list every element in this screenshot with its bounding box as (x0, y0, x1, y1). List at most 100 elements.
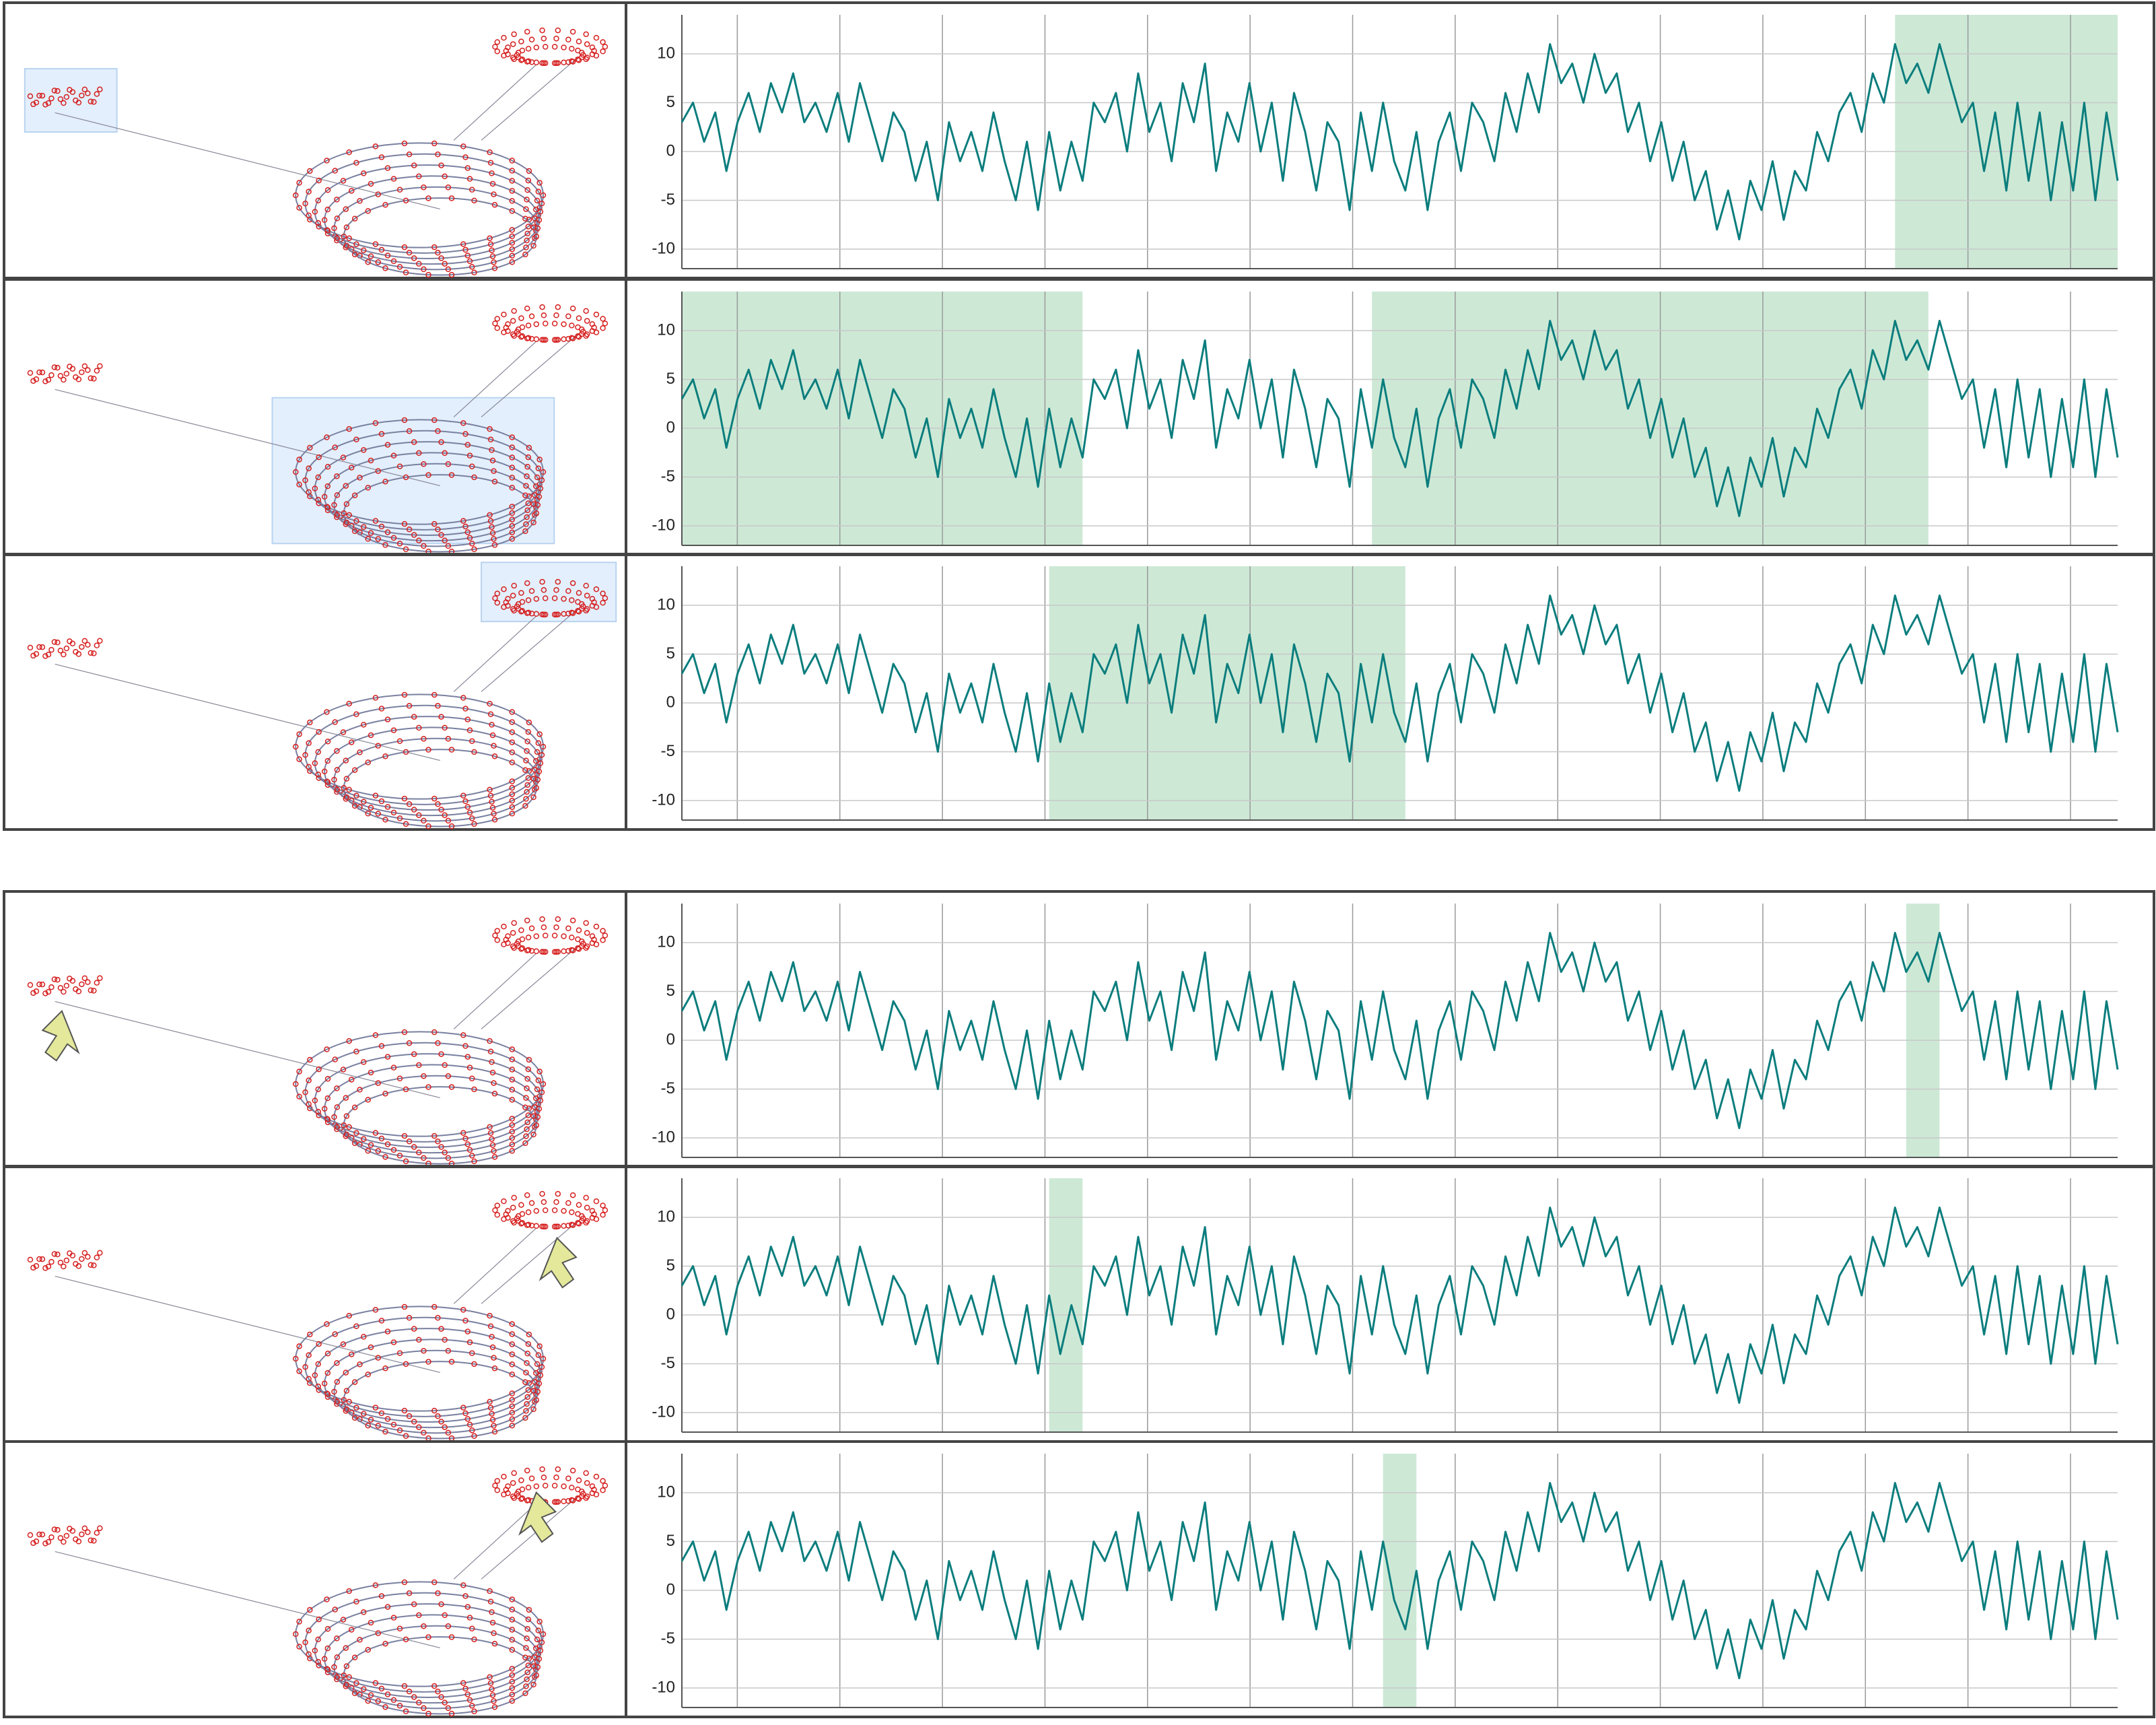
point (584, 593, 590, 599)
point (27, 93, 34, 100)
point (368, 1692, 374, 1698)
point (292, 1081, 299, 1087)
point (416, 1424, 422, 1430)
point (553, 924, 559, 931)
point (487, 512, 493, 518)
point (578, 326, 585, 333)
point (561, 1223, 567, 1229)
point (353, 241, 359, 248)
point (48, 95, 55, 102)
point (528, 925, 535, 932)
point (27, 370, 34, 376)
highlight-region (1906, 904, 1940, 1157)
point (526, 719, 532, 726)
point (487, 711, 494, 717)
point (403, 197, 409, 204)
point (464, 1054, 471, 1060)
point (292, 469, 299, 475)
link (453, 64, 537, 141)
point (578, 938, 585, 945)
point (55, 364, 61, 371)
point (462, 706, 468, 712)
link (481, 609, 578, 692)
point (468, 463, 475, 469)
point (296, 1368, 302, 1374)
point (438, 714, 444, 720)
series-line (681, 932, 2119, 1129)
point (360, 1686, 367, 1692)
point (368, 457, 374, 464)
point (525, 1341, 532, 1347)
point (584, 606, 590, 612)
y-tick-label: 0 (666, 1305, 675, 1323)
point (471, 749, 477, 755)
point (589, 603, 596, 609)
point (565, 1200, 571, 1207)
point (518, 315, 524, 321)
point (45, 376, 52, 383)
point (55, 1251, 61, 1258)
point (511, 582, 517, 589)
point (312, 209, 318, 215)
point (401, 1683, 408, 1689)
point (306, 1352, 312, 1358)
point (530, 224, 536, 230)
point (487, 1588, 493, 1594)
point (492, 595, 498, 601)
point (94, 91, 100, 97)
point (357, 475, 363, 481)
point (509, 1361, 516, 1367)
point (324, 1046, 330, 1052)
point (509, 465, 516, 471)
point (466, 1421, 473, 1428)
point (522, 1140, 528, 1147)
point (382, 265, 388, 271)
point (468, 1625, 475, 1631)
point (487, 1398, 493, 1405)
point (509, 1617, 516, 1623)
point (492, 1483, 498, 1489)
y-tick-label: 0 (666, 1580, 675, 1598)
point (97, 86, 103, 92)
point (561, 596, 567, 602)
point (384, 529, 391, 535)
point (378, 523, 385, 530)
point (509, 178, 516, 184)
point (346, 235, 352, 242)
point (372, 695, 379, 701)
point (331, 1114, 337, 1120)
point (526, 444, 532, 451)
point (30, 101, 36, 108)
point (464, 1604, 471, 1610)
point (509, 434, 515, 440)
point (487, 1598, 494, 1604)
point (42, 990, 48, 996)
point (85, 1529, 91, 1535)
point (69, 89, 76, 95)
point (532, 206, 539, 213)
point (382, 1640, 388, 1647)
point (462, 154, 468, 160)
point (509, 1672, 516, 1679)
loop (314, 716, 541, 811)
point (315, 1108, 321, 1115)
point (51, 1526, 58, 1532)
point (519, 599, 526, 605)
point (332, 1331, 338, 1337)
point (491, 743, 497, 749)
point (509, 1372, 516, 1378)
embedding-diagram (24, 27, 608, 278)
point (431, 691, 438, 698)
point (462, 1135, 468, 1142)
point (491, 753, 498, 759)
point (530, 1131, 536, 1138)
link (453, 1227, 537, 1304)
point (471, 1086, 477, 1093)
point (51, 1251, 58, 1257)
point (589, 328, 596, 334)
point (316, 1341, 322, 1347)
point (324, 483, 331, 489)
point (324, 228, 331, 234)
point (524, 748, 530, 754)
point (341, 1397, 347, 1403)
